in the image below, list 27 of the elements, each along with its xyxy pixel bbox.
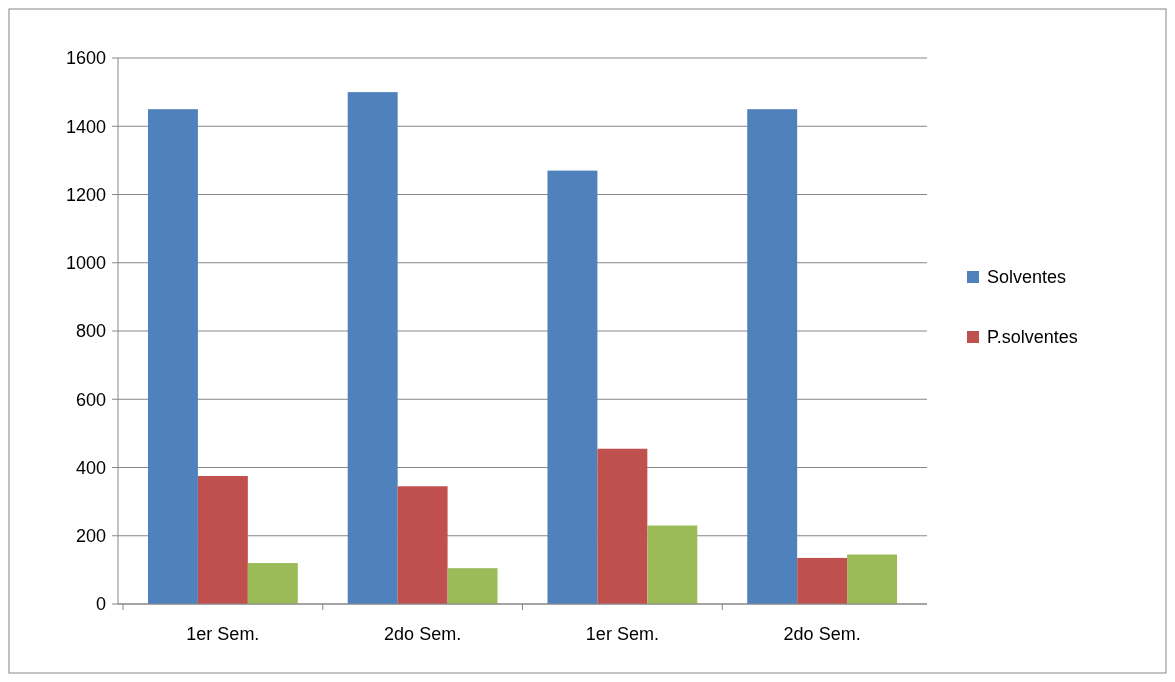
bar	[797, 557, 848, 604]
x-tick-label: 2do Sem.	[384, 624, 462, 644]
legend-label: P.solventes	[987, 327, 1078, 348]
y-tick-label: 1000	[65, 253, 106, 274]
y-tick-label: 400	[75, 457, 106, 478]
bar	[647, 525, 698, 604]
bar	[347, 92, 398, 604]
y-tick-label: 0	[95, 594, 106, 615]
y-tick-label: 600	[75, 389, 106, 410]
x-tick-label: 2do Sem.	[783, 624, 861, 644]
y-tick-label: 1400	[65, 116, 106, 137]
bar	[397, 486, 448, 604]
x-tick-label: 1er Sem.	[186, 624, 260, 644]
y-tick-label: 800	[75, 321, 106, 342]
bar	[547, 170, 598, 604]
bar	[597, 448, 648, 604]
bar	[447, 568, 498, 604]
y-tick-label: 1600	[65, 48, 106, 69]
bar	[747, 109, 798, 604]
bar	[197, 476, 248, 604]
legend-label: Solventes	[987, 267, 1067, 288]
bar	[847, 554, 898, 604]
y-tick-label: 200	[75, 526, 106, 547]
y-tick-label: 1200	[65, 184, 106, 205]
bar	[247, 563, 298, 604]
x-tick-label: 1er Sem.	[585, 624, 659, 644]
bar	[147, 109, 198, 604]
